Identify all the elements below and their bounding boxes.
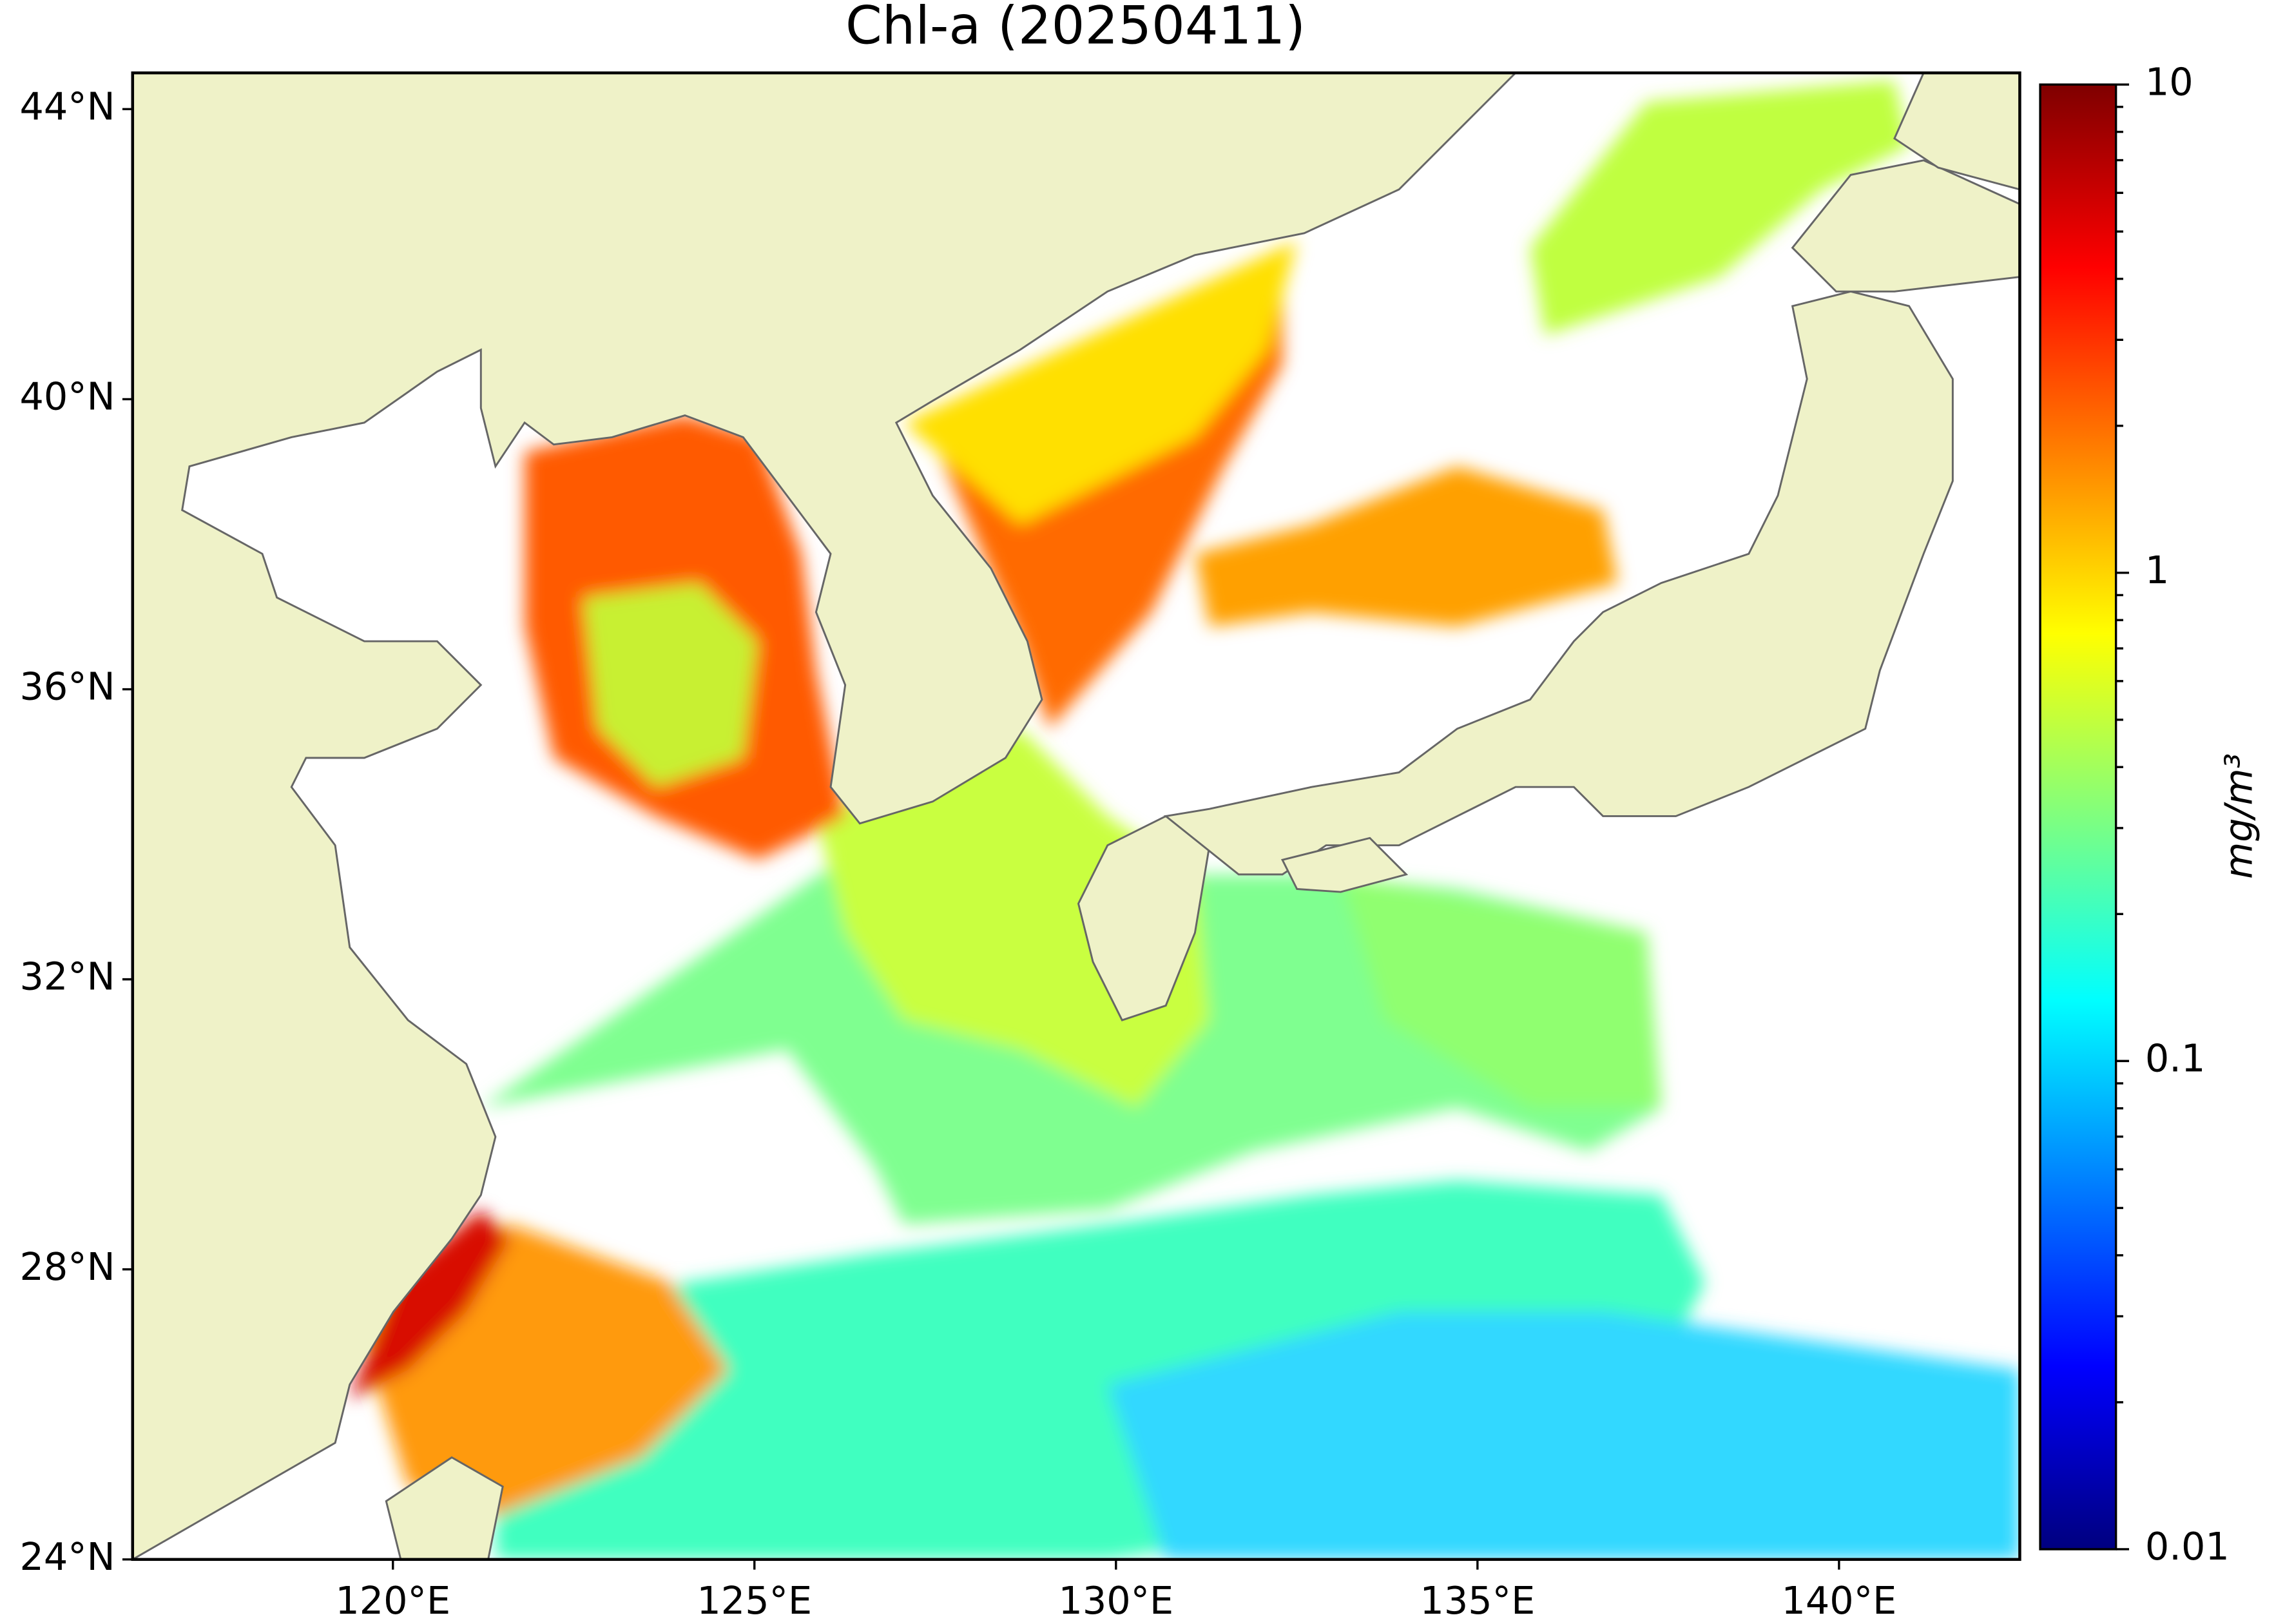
y-tick-label: 44°N [19,84,115,128]
map-title: Chl-a (20250411) [845,0,1306,57]
chl-patch [349,1210,510,1400]
land-shikoku [1280,836,1409,893]
chl-patch [1195,466,1618,627]
y-tick-label: 28°N [19,1244,115,1289]
y-tick-label: 36°N [19,664,115,709]
map-area [132,73,2020,1560]
colorbar-tick-label: 1 [2145,548,2169,592]
colorbar-tick-label: 0.1 [2145,1036,2205,1080]
y-tick-label: 40°N [19,374,115,419]
chl-patch [1530,80,1909,336]
x-tick-label: 140°E [1782,1578,1897,1623]
chl-patch [903,240,1297,525]
colorbar-tick-label: 10 [2145,59,2193,104]
chl-patch [1340,874,1662,1108]
colorbar-label: mg/m³ [2216,753,2261,879]
y-tick-label: 32°N [19,954,115,999]
x-tick-label: 125°E [697,1578,812,1623]
x-tick-label: 130°E [1058,1578,1173,1623]
land-honshu [1163,290,1954,876]
chl-patch [816,728,1210,1108]
x-tick-label: 120°E [335,1578,450,1623]
colorbar-tick-label: 0.01 [2145,1524,2230,1569]
land-hokkaido [1791,159,2020,293]
land-sakhalin [1893,73,2020,191]
y-tick-label: 24°N [19,1534,115,1579]
chl-patch [1107,1311,2020,1560]
land-asia [132,73,1518,1560]
chl-patch [583,583,758,788]
chlorophyll-field [349,80,2020,1560]
x-tick-label: 135°E [1420,1578,1535,1623]
land-taiwan [385,1456,504,1560]
axes: 120°E 125°E 130°E 135°E 140°E 24°N 28°N 32°N 36°… [19,59,2229,1622]
map-frame [131,71,2021,1561]
colorbar [2039,83,2117,1551]
